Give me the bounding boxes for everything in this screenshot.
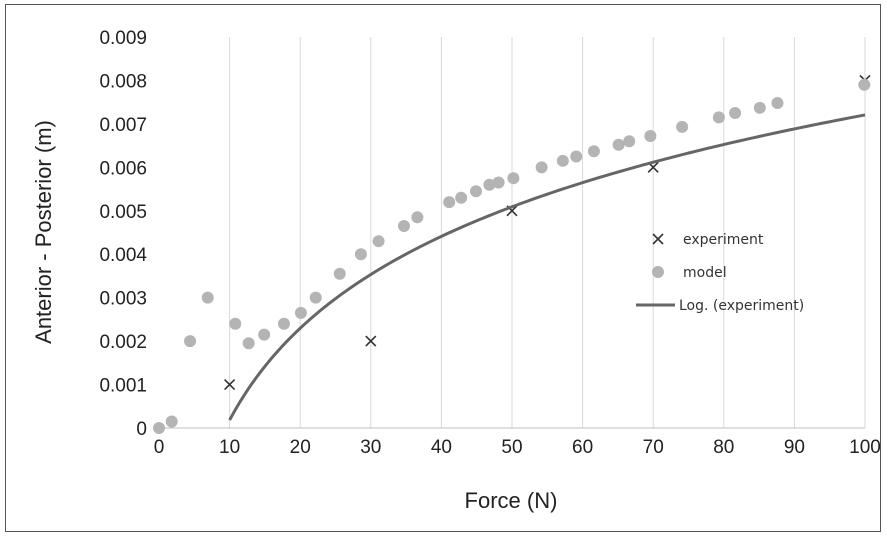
model-point — [229, 317, 242, 330]
model-point — [258, 328, 271, 341]
legend-label: Log. (experiment) — [679, 298, 804, 314]
model-point — [333, 267, 346, 280]
tick-layer: 0 10 20 30 40 50 60 70 80 90 100 0 0.001 0.002 0.003 0.… — [99, 28, 880, 458]
model-point — [556, 154, 569, 167]
model-point — [507, 172, 520, 185]
model-point — [771, 97, 784, 110]
x-tick-label: 20 — [290, 437, 311, 458]
x-tick-label: 80 — [713, 437, 734, 458]
x-tick-label: 30 — [360, 437, 381, 458]
experiment-point — [224, 378, 236, 391]
model-point — [397, 219, 410, 232]
x-tick-label: 60 — [572, 437, 593, 458]
model-point — [469, 185, 482, 198]
model-point — [153, 422, 165, 434]
model-point — [294, 306, 307, 319]
model-point — [443, 196, 456, 209]
y-tick-label: 0.009 — [99, 28, 147, 49]
experiment-point-stroke — [224, 378, 236, 391]
model-point — [570, 150, 583, 163]
model-point — [201, 291, 214, 304]
model-point — [354, 248, 367, 261]
x-tick-label: 50 — [501, 437, 522, 458]
x-tick-label: 90 — [784, 437, 805, 458]
experiment-point — [365, 335, 377, 347]
grid-layer — [229, 37, 866, 428]
y-tick-label: 0.006 — [99, 158, 147, 179]
model-point — [492, 176, 505, 189]
y-tick-label: 0.004 — [99, 245, 147, 266]
legend-label: model — [683, 265, 727, 281]
x-tick-label: 40 — [431, 437, 452, 458]
model-point — [729, 107, 742, 120]
model-point — [309, 291, 322, 304]
legend-swatch-x — [652, 233, 664, 245]
model-point — [753, 101, 766, 114]
model-point — [676, 120, 689, 133]
model-point — [612, 138, 625, 151]
experiment-point-stroke — [365, 335, 377, 347]
x-tick-label: 10 — [219, 437, 240, 458]
model-point — [858, 78, 871, 91]
y-tick-label: 0.008 — [99, 71, 147, 92]
y-tick-label: 0.002 — [99, 332, 147, 353]
y-tick-label: 0.001 — [99, 376, 147, 397]
legend-swatch-circle — [652, 266, 664, 278]
model-point — [372, 235, 385, 248]
legend-item: experiment — [652, 232, 764, 248]
x-tick-label: 0 — [154, 437, 165, 458]
model-point — [712, 111, 725, 124]
y-axis-label: Anterior - Posterior (m) — [31, 120, 56, 344]
model-point — [644, 130, 657, 143]
legend-label: experiment — [683, 232, 764, 248]
legend-item: model — [652, 265, 727, 281]
experiment-point-stroke — [506, 205, 518, 217]
model-point — [535, 161, 548, 174]
model-point — [165, 415, 178, 428]
legend: experiment model Log. (experiment) — [636, 232, 804, 314]
legend-item: Log. (experiment) — [636, 298, 804, 314]
model-point — [411, 211, 424, 224]
model-point — [587, 145, 600, 158]
model-point — [623, 135, 636, 148]
chart-frame — [5, 4, 881, 532]
y-tick-label: 0.003 — [99, 289, 147, 310]
x-tick-label: 70 — [643, 437, 664, 458]
y-tick-label: 0 — [136, 419, 147, 440]
y-tick-label: 0.005 — [99, 202, 147, 223]
experiment-point-stroke — [647, 161, 659, 173]
x-axis-label: Force (N) — [465, 488, 558, 513]
model-point — [483, 178, 496, 191]
series-layer — [153, 74, 871, 434]
model-point — [242, 337, 255, 350]
x-tick-label: 100 — [849, 437, 881, 458]
model-point — [277, 317, 290, 330]
model-point — [455, 191, 468, 204]
model-point — [184, 335, 197, 348]
trendline-log-experiment — [228, 113, 866, 421]
y-tick-label: 0.007 — [99, 115, 147, 136]
